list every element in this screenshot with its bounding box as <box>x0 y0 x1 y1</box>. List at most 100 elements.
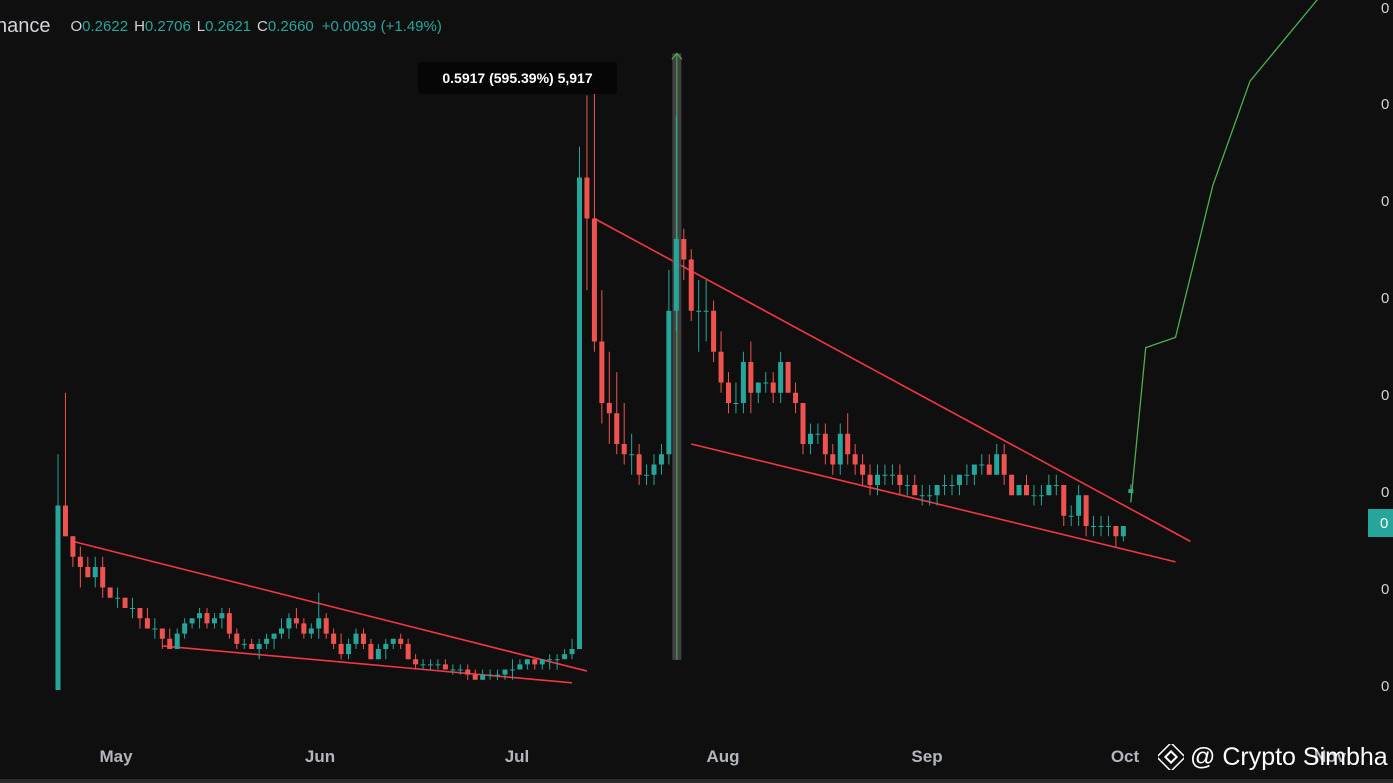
candle-body <box>994 454 1000 475</box>
candle-body <box>554 659 560 661</box>
candle-body <box>1120 526 1126 537</box>
candle-body <box>495 674 501 676</box>
candle-body <box>1128 489 1134 493</box>
candle <box>1091 515 1097 537</box>
candle <box>495 669 501 680</box>
candle-body <box>785 362 791 393</box>
candle <box>934 485 940 506</box>
candle-body <box>137 608 143 619</box>
candle <box>986 454 992 475</box>
candle <box>1120 526 1126 542</box>
candle-body <box>599 341 605 403</box>
candle <box>562 649 568 660</box>
ohlc-header: nance O 0.2622 H 0.2706 L 0.2621 C 0.2660 +0… <box>0 13 442 39</box>
candle-body <box>286 618 292 629</box>
candle <box>152 618 158 639</box>
candle <box>241 638 247 649</box>
candle <box>182 618 188 639</box>
change-value: +0.0039 (+1.49%) <box>321 17 442 35</box>
open-value: 0.2622 <box>82 17 129 35</box>
candle-body <box>70 536 76 557</box>
candle-body <box>1016 485 1022 496</box>
x-tick-label: Aug <box>706 747 739 766</box>
candle <box>1031 485 1037 506</box>
candle <box>450 664 456 675</box>
candle <box>70 536 76 567</box>
candle <box>785 362 791 393</box>
candle-body <box>77 556 83 567</box>
watermark-text: @ Crypto Simbha <box>1190 742 1388 771</box>
candle-body <box>569 649 575 655</box>
candle <box>852 444 858 475</box>
candle-body <box>1009 474 1015 496</box>
candle-body <box>55 505 61 690</box>
candle-body <box>122 597 128 608</box>
candle <box>740 351 746 414</box>
low-value: 0.2621 <box>205 17 252 35</box>
candle-body <box>748 362 754 393</box>
candle-body <box>949 485 955 486</box>
candle <box>353 628 359 649</box>
candle <box>383 638 389 660</box>
projection-line <box>1130 0 1318 503</box>
candle-body <box>830 454 836 465</box>
candle-body <box>256 643 262 649</box>
candle <box>316 592 322 639</box>
high-value: 0.2706 <box>144 17 191 35</box>
candle-body <box>502 669 508 675</box>
candle <box>927 485 933 506</box>
candle <box>949 474 955 496</box>
candle-body <box>740 362 746 403</box>
candle <box>1098 515 1104 537</box>
bottom-border <box>0 779 1393 783</box>
candle-body <box>971 464 977 475</box>
candle <box>532 659 538 670</box>
candle <box>256 638 262 660</box>
candle-body <box>487 674 493 676</box>
candle <box>1105 515 1111 537</box>
candle <box>398 633 404 649</box>
candle-body <box>435 664 441 666</box>
candle <box>122 597 128 608</box>
y-tick-label: 0 <box>1381 193 1389 210</box>
candle <box>733 382 739 414</box>
candle-body <box>211 618 217 624</box>
candle-body <box>383 643 389 649</box>
candle-body <box>889 474 895 476</box>
projection-path <box>1130 0 1318 503</box>
candle-body <box>807 433 813 444</box>
candle-body <box>1083 495 1089 526</box>
candle-body <box>428 664 433 666</box>
candle <box>293 608 299 629</box>
candle <box>189 618 195 629</box>
candle-body <box>1031 495 1037 497</box>
candle-body <box>159 628 165 639</box>
binance-logo-icon <box>1158 744 1184 770</box>
candle <box>1128 484 1134 494</box>
candle-body <box>450 669 456 671</box>
candle <box>308 623 314 639</box>
candle-body <box>92 567 98 578</box>
candle <box>711 300 717 362</box>
candle-body <box>793 392 799 403</box>
trendline <box>162 645 573 684</box>
candle-body <box>919 495 925 497</box>
candle-body <box>651 464 657 475</box>
candle <box>137 608 143 629</box>
candle-body <box>614 413 620 444</box>
symbol-label[interactable]: nance <box>0 14 51 37</box>
candle <box>860 454 866 485</box>
candle-body <box>696 310 702 312</box>
candle <box>524 659 530 670</box>
candle-body <box>822 433 828 455</box>
candle <box>204 608 210 629</box>
candle-body <box>927 495 933 497</box>
candle <box>107 587 113 598</box>
candle-body <box>778 362 784 393</box>
candle <box>92 556 98 588</box>
watermark: @ Crypto Simbha <box>1158 740 1388 774</box>
candle <box>912 474 918 496</box>
candle-body <box>375 649 381 660</box>
candle-body <box>204 613 210 624</box>
